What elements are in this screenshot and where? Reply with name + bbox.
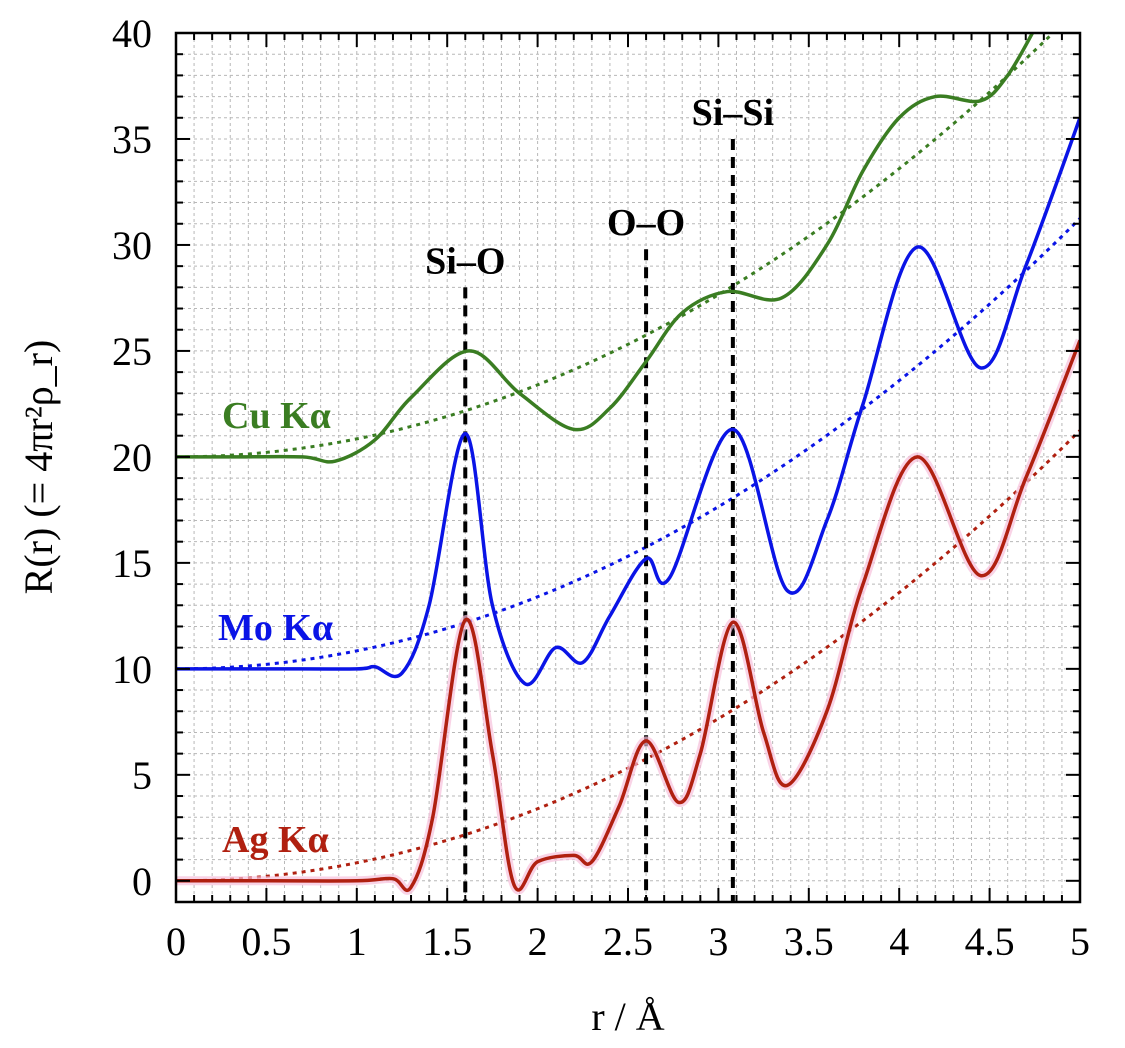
series-line-0 — [176, 33, 1035, 464]
x-tick-label: 2 — [528, 919, 548, 964]
x-tick-label: 4.5 — [965, 919, 1015, 964]
x-axis-label: r / Å — [591, 994, 664, 1039]
series-line-2 — [176, 339, 1080, 893]
y-tick-label: 15 — [112, 541, 152, 586]
y-tick-label: 0 — [132, 859, 152, 904]
x-tick-label: 1 — [347, 919, 367, 964]
annotation-label: Si–O — [425, 240, 505, 282]
y-tick-label: 35 — [112, 117, 152, 162]
y-tick-label: 40 — [112, 11, 152, 56]
x-tick-label: 3 — [708, 919, 728, 964]
baseline-1 — [176, 217, 1080, 671]
baseline-0 — [176, 33, 1056, 459]
x-tick-label: 4 — [889, 919, 909, 964]
x-tick-label: 0 — [166, 919, 186, 964]
curves — [176, 33, 1080, 895]
x-tick-label: 0.5 — [241, 919, 291, 964]
y-tick-label: 20 — [112, 435, 152, 480]
legend-label-ag: Ag Kα — [222, 819, 329, 861]
x-tick-label: 1.5 — [422, 919, 472, 964]
y-tick-label: 5 — [132, 753, 152, 798]
legend-label-mo: Mo Kα — [218, 607, 333, 649]
legend-label-cu: Cu Kα — [222, 395, 331, 437]
x-tick-label: 3.5 — [784, 919, 834, 964]
x-tick-label: 5 — [1070, 919, 1090, 964]
y-axis-label: R(r) (= 4πr²ρ_r) — [16, 340, 61, 595]
ticks: 0 0.5 1 1.5 2 2.5 3 3.5 4 4.5 5 0 5 10 15 20 25 30 35 40 — [112, 11, 1090, 964]
annotation-label: Si–Si — [692, 92, 774, 134]
y-tick-label: 25 — [112, 329, 152, 374]
annotation-label: O–O — [607, 202, 685, 244]
y-tick-label: 30 — [112, 223, 152, 268]
series-line-1 — [176, 117, 1080, 687]
y-tick-label: 10 — [112, 647, 152, 692]
x-tick-label: 2.5 — [603, 919, 653, 964]
annotations: Si–O O–O Si–Si — [425, 92, 774, 902]
